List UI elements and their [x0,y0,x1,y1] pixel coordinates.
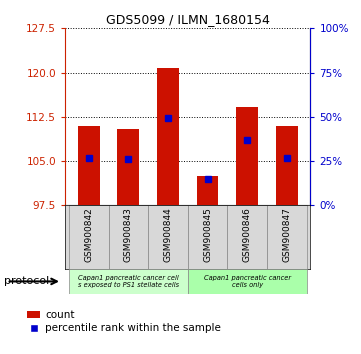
Bar [188,269,306,294]
Bar [197,176,218,205]
Text: GSM900847: GSM900847 [282,207,291,262]
Bar [78,126,100,205]
Text: GSM900846: GSM900846 [243,207,252,262]
Bar [267,205,306,269]
Bar [117,129,139,205]
Text: protocol: protocol [4,276,49,286]
Bar [276,126,297,205]
Title: GDS5099 / ILMN_1680154: GDS5099 / ILMN_1680154 [106,13,270,26]
Bar [69,269,188,294]
Bar [148,205,188,269]
Text: GSM900843: GSM900843 [124,207,133,262]
Legend: count, percentile rank within the sample: count, percentile rank within the sample [23,306,225,338]
Bar [227,205,267,269]
Bar [157,68,179,205]
Bar [69,205,109,269]
Text: GSM900845: GSM900845 [203,207,212,262]
Bar [236,107,258,205]
Bar [188,205,227,269]
Text: GSM900842: GSM900842 [84,207,93,262]
Text: GSM900844: GSM900844 [164,207,173,262]
Text: Capan1 pancreatic cancer cell
s exposed to PS1 stellate cells: Capan1 pancreatic cancer cell s exposed … [78,275,179,288]
Text: Capan1 pancreatic cancer
cells only: Capan1 pancreatic cancer cells only [204,275,291,288]
Bar [109,205,148,269]
